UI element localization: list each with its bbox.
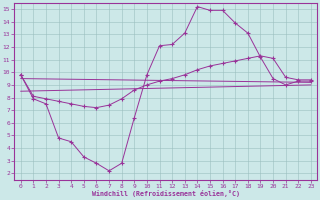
X-axis label: Windchill (Refroidissement éolien,°C): Windchill (Refroidissement éolien,°C) bbox=[92, 190, 240, 197]
